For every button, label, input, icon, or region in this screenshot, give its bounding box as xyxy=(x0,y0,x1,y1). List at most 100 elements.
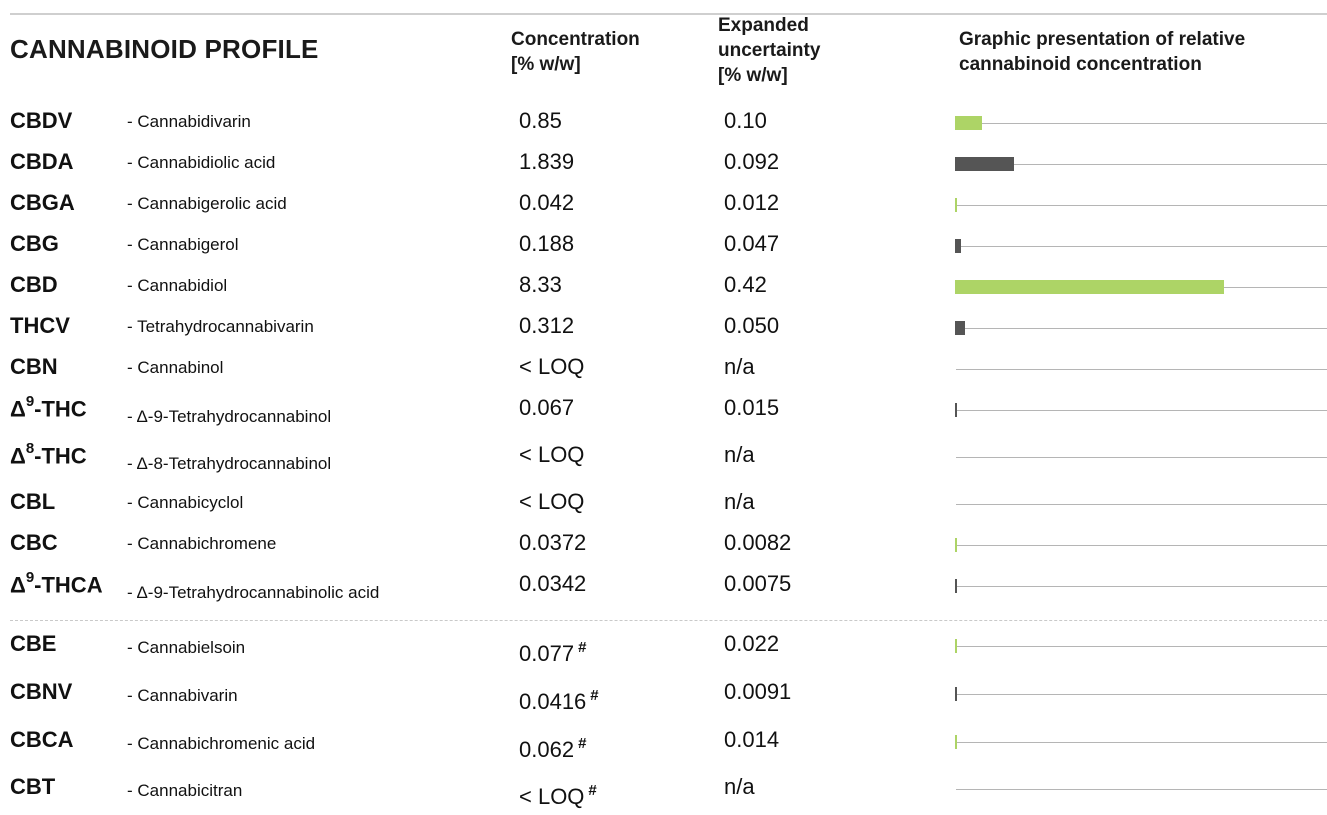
abbreviation-text: CBGA xyxy=(10,190,75,215)
cannabinoid-abbreviation: CBCA xyxy=(10,727,74,753)
bar-track xyxy=(956,646,1327,647)
table-row: CBCA - Cannabichromenic acid 0.062 #0.014 xyxy=(0,727,1327,768)
cannabinoid-name-text: Cannabigerolic acid xyxy=(137,194,287,213)
uncertainty-header: Expanded uncertainty [% w/w] xyxy=(718,13,820,88)
concentration-text: 0.188 xyxy=(519,231,575,256)
cannabinoid-name: - Cannabidivarin xyxy=(127,112,251,131)
concentration-text: 0.85 xyxy=(519,108,562,133)
table-row: CBC - Cannabichromene 0.0372 0.0082 xyxy=(0,530,1327,571)
concentration-text: 0.067 xyxy=(519,395,575,420)
concentration-bar xyxy=(955,687,957,701)
abbreviation-text: CBL xyxy=(10,489,56,514)
cannabinoid-name: - Cannabichromene xyxy=(127,534,277,553)
abbreviation-text: Δ xyxy=(10,572,26,598)
concentration-value: 0.85 xyxy=(519,108,562,134)
cannabinoid-name-text: Cannabidivarin xyxy=(137,112,251,131)
concentration-text: 0.0342 xyxy=(519,571,587,596)
abbreviation-superscript: 8 xyxy=(25,440,35,457)
cannabinoid-name: - Cannabivarin xyxy=(127,686,238,705)
concentration-header-unit: [% w/w] xyxy=(511,54,581,75)
footnote-mark: # xyxy=(588,782,597,799)
uncertainty-value: 0.42 xyxy=(724,272,767,297)
uncertainty-value: 0.047 xyxy=(724,231,780,256)
cannabinoid-name: - Δ-8-Tetrahydrocannabinol xyxy=(127,454,332,473)
uncertainty-value: 0.015 xyxy=(724,395,780,420)
concentration-value: 0.0342 xyxy=(519,571,586,597)
cannabinoid-name-text: Cannabinol xyxy=(137,358,224,377)
bar-track xyxy=(956,742,1327,743)
table-row: CBGA - Cannabigerolic acid 0.042 0.012 xyxy=(0,190,1327,231)
table-row: CBDV - Cannabidivarin 0.85 0.10 xyxy=(0,108,1327,149)
abbreviation-superscript: 9 xyxy=(25,569,35,586)
concentration-value: < LOQ # xyxy=(519,782,597,810)
uncertainty-value: n/a xyxy=(724,489,755,514)
cannabinoid-abbreviation: CBDV xyxy=(10,108,72,134)
page-title: CANNABINOID PROFILE xyxy=(10,34,319,64)
table-row: CBL - Cannabicyclol < LOQ n/a xyxy=(0,489,1327,530)
concentration-bar xyxy=(955,321,965,335)
table-row: Δ9-THCA - Δ-9-Tetrahydrocannabinolic acid… xyxy=(0,569,1327,612)
abbreviation-suffix: -THC xyxy=(34,396,87,422)
cannabinoid-name: - Cannabicitran xyxy=(127,781,243,800)
uncertainty-value: 0.10 xyxy=(724,108,767,133)
footnote-mark: # xyxy=(578,735,587,752)
cannabinoid-abbreviation: CBT xyxy=(10,774,55,800)
abbreviation-text: CBDV xyxy=(10,108,73,133)
table-row: Δ9-THC - Δ-9-Tetrahydrocannabinol 0.067 0.0… xyxy=(0,393,1327,436)
bar-track xyxy=(956,164,1327,165)
concentration-header-line: Concentration xyxy=(511,29,640,50)
concentration-text: 0.312 xyxy=(519,313,575,338)
uncertainty-header-line: Expanded xyxy=(718,15,809,36)
footnote-mark: # xyxy=(590,687,599,704)
bar-track xyxy=(956,789,1327,790)
abbreviation-text: CBCA xyxy=(10,727,74,752)
abbreviation-suffix: -THCA xyxy=(34,572,103,598)
cannabinoid-name-text: Cannabicyclol xyxy=(137,493,244,512)
cannabinoid-name: - Cannabielsoin xyxy=(127,638,246,657)
cannabinoid-abbreviation: CBDA xyxy=(10,149,74,175)
concentration-bar xyxy=(955,735,957,749)
concentration-value: 0.042 xyxy=(519,190,574,216)
bar-track xyxy=(956,457,1327,458)
table-row: CBE - Cannabielsoin 0.077 # 0.022 xyxy=(0,631,1327,672)
cannabinoid-abbreviation: CBNV xyxy=(10,679,72,705)
uncertainty-value: 0.092 xyxy=(724,149,780,174)
table-row: CBT - Cannabicitran < LOQ # n/a xyxy=(0,774,1327,815)
uncertainty-value: n/a xyxy=(724,354,755,379)
concentration-value: 0.312 xyxy=(519,313,574,339)
cannabinoid-name: - Cannabigerolic acid xyxy=(127,194,287,213)
concentration-value: 0.0416 # xyxy=(519,687,599,715)
bar-track xyxy=(956,504,1327,505)
concentration-bar xyxy=(955,157,1014,171)
cannabinoid-abbreviation: Δ9-THCA xyxy=(10,569,103,598)
uncertainty-header-unit: [% w/w] xyxy=(718,65,788,86)
table-row: THCV - Tetrahydrocannabivarin 0.312 0.050 xyxy=(0,313,1327,354)
abbreviation-text: CBE xyxy=(10,631,57,656)
footnote-mark: # xyxy=(578,639,587,656)
concentration-header: Concentration [% w/w] xyxy=(511,27,640,77)
cannabinoid-name-text: Cannabichromene xyxy=(137,534,277,553)
cannabinoid-name-text: Cannabicitran xyxy=(137,781,243,800)
cannabinoid-name: - Δ-9-Tetrahydrocannabinol xyxy=(127,407,332,426)
uncertainty-value: n/a xyxy=(724,774,755,799)
uncertainty-value: 0.050 xyxy=(724,313,780,338)
table-row: CBG - Cannabigerol 0.188 0.047 xyxy=(0,231,1327,272)
concentration-value: 0.077 # xyxy=(519,639,587,667)
cannabinoid-abbreviation: CBE xyxy=(10,631,56,657)
concentration-bar xyxy=(955,403,957,417)
concentration-text: < LOQ xyxy=(519,354,585,379)
concentration-value: 0.062 # xyxy=(519,735,587,763)
abbreviation-text: CBD xyxy=(10,272,58,297)
cannabinoid-name-text: Cannabidiolic acid xyxy=(137,153,276,172)
uncertainty-value: 0.022 xyxy=(724,631,780,656)
graphic-header: Graphic presentation of relative cannabi… xyxy=(959,27,1245,77)
concentration-text: 0.0416 xyxy=(519,689,587,714)
uncertainty-header-line: uncertainty xyxy=(718,40,821,61)
uncertainty-value: 0.0075 xyxy=(724,571,792,596)
abbreviation-text: CBC xyxy=(10,530,58,555)
concentration-bar xyxy=(955,538,957,552)
uncertainty-value: 0.012 xyxy=(724,190,780,215)
concentration-text: < LOQ xyxy=(519,442,585,467)
cannabinoid-abbreviation: CBC xyxy=(10,530,58,556)
cannabinoid-abbreviation: Δ8-THC xyxy=(10,440,87,469)
